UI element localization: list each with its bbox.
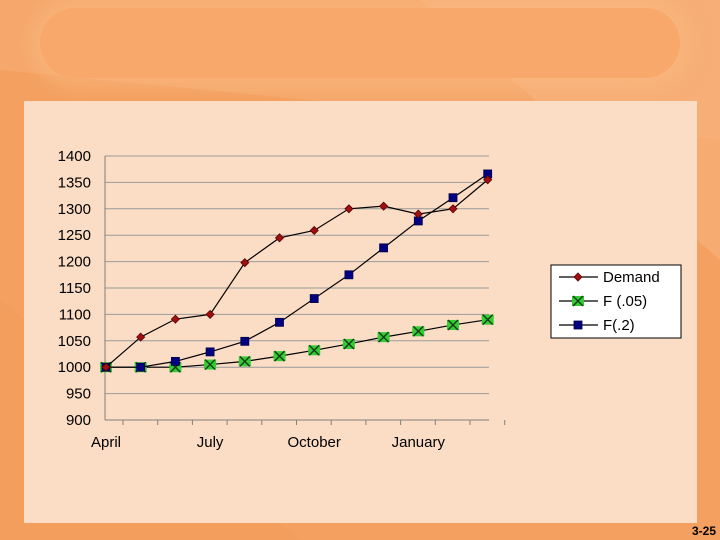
data-point <box>342 338 355 350</box>
data-point <box>205 347 215 357</box>
data-point <box>101 362 111 372</box>
title-banner <box>40 8 680 78</box>
y-tick-label: 900 <box>66 412 91 429</box>
data-point <box>379 243 389 253</box>
data-point <box>170 314 180 324</box>
legend-label: F (.05) <box>603 293 647 310</box>
data-point <box>136 332 146 342</box>
data-point <box>344 204 354 214</box>
data-point <box>204 359 217 371</box>
data-point <box>447 319 459 331</box>
data-point <box>448 204 458 214</box>
data-point <box>448 193 458 203</box>
data-point <box>275 317 284 327</box>
legend-label: F(.2) <box>603 317 635 334</box>
data-point <box>170 356 180 366</box>
y-tick-label: 1150 <box>59 280 91 297</box>
data-point <box>273 350 286 362</box>
legend-marker <box>573 320 583 330</box>
x-tick-label: April <box>91 434 121 451</box>
x-tick-label: January <box>392 434 446 451</box>
series-line-1 <box>106 319 488 368</box>
y-tick-label: 1250 <box>58 227 91 244</box>
data-point <box>205 309 215 319</box>
series-line-0 <box>105 179 489 368</box>
data-point <box>240 258 250 268</box>
series-line-2 <box>106 173 489 368</box>
y-tick-label: 950 <box>66 386 91 403</box>
data-point <box>274 233 285 243</box>
data-point <box>483 175 493 185</box>
y-tick-label: 1100 <box>59 306 91 323</box>
y-tick-label: 1400 <box>58 148 91 165</box>
y-tick-label: 1300 <box>58 201 91 218</box>
data-point <box>377 331 390 343</box>
y-tick-label: 1000 <box>58 359 91 376</box>
x-tick-label: July <box>197 434 224 451</box>
slide-number: 3-25 <box>691 524 716 538</box>
y-tick-label: 1200 <box>58 254 91 271</box>
legend-label: Demand <box>603 269 660 286</box>
y-tick-label: 1050 <box>58 333 91 350</box>
data-point <box>309 294 319 303</box>
data-point <box>308 344 321 356</box>
data-point <box>240 336 250 346</box>
data-point <box>309 225 319 236</box>
legend-marker <box>573 272 583 282</box>
data-point <box>413 209 423 219</box>
y-tick-label: 1350 <box>58 174 91 191</box>
legend-marker <box>572 295 584 307</box>
data-point <box>412 325 425 337</box>
data-point <box>481 314 494 326</box>
data-point <box>379 201 389 211</box>
data-point <box>344 270 354 280</box>
x-tick-label: October <box>288 434 341 451</box>
data-point <box>238 355 251 367</box>
data-point <box>136 362 146 372</box>
